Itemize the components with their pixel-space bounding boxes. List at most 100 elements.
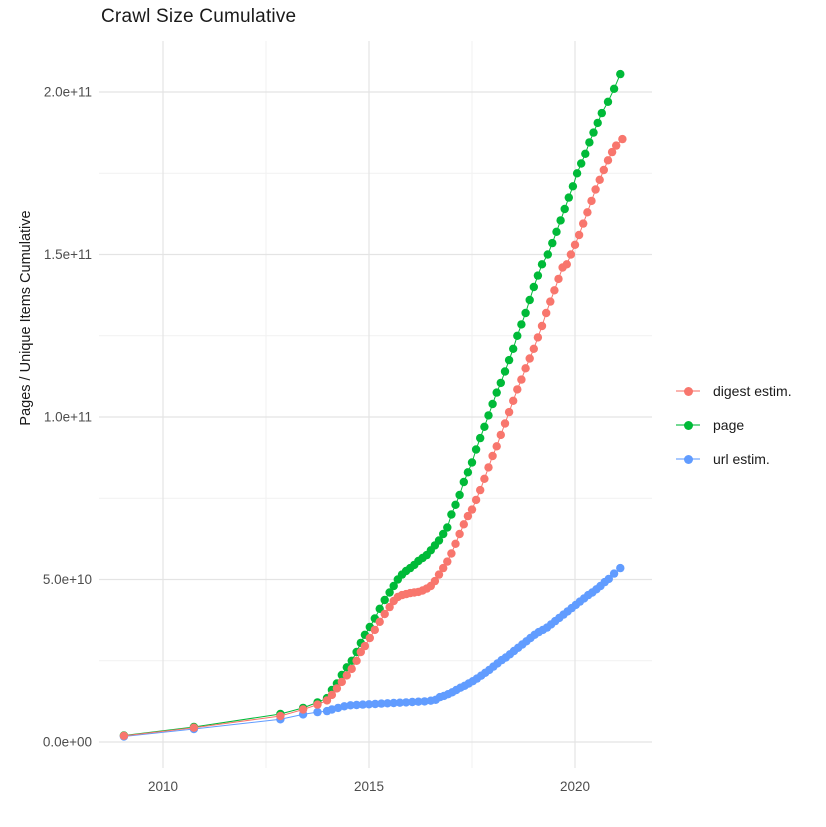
data-point-digest (500, 419, 510, 428)
data-point-digest (380, 609, 389, 619)
data-point-page (603, 97, 613, 107)
legend-label-url: url estim. (713, 451, 770, 467)
data-point-digest (488, 451, 497, 461)
data-point-page (537, 260, 547, 269)
legend-item-page: page (676, 415, 792, 435)
data-point-digest (467, 505, 477, 514)
data-point-digest (119, 731, 129, 740)
data-point-digest (618, 134, 627, 144)
data-point-digest (459, 520, 468, 529)
legend-key-dot (684, 455, 693, 464)
data-point-digest (370, 625, 379, 635)
data-point-digest (327, 690, 337, 700)
data-point-page (492, 388, 501, 397)
data-point-digest (447, 549, 456, 558)
legend: digest estim. page url estim. (676, 381, 792, 469)
data-point-digest (542, 308, 551, 318)
data-point-url (346, 701, 355, 710)
data-point-page (385, 588, 394, 597)
data-point-page (533, 271, 543, 280)
data-point-page (451, 500, 460, 509)
data-point-digest (607, 147, 617, 157)
data-point-page (543, 250, 552, 259)
data-point-digest (455, 529, 464, 539)
data-point-page (529, 282, 538, 292)
data-point-url (401, 698, 411, 707)
x-tick-label: 2020 (560, 779, 590, 794)
data-point-digest (476, 485, 485, 495)
data-point-digest (591, 185, 600, 194)
data-point-url (408, 697, 417, 707)
legend-item-digest: digest estim. (676, 381, 792, 401)
data-point-digest (513, 385, 522, 394)
data-point-digest (480, 474, 489, 483)
y-axis-tick-labels: 0.0e+00 5.0e+10 1.0e+11 1.5e+11 2.0e+11 (43, 85, 92, 750)
data-point-page (447, 510, 456, 519)
data-point-page (593, 118, 602, 128)
grid-minor (99, 41, 652, 768)
series-url (119, 563, 625, 741)
data-point-page (443, 523, 452, 532)
data-point-digest (599, 165, 608, 175)
x-axis-tick-labels: 2010 2015 2020 (148, 779, 590, 794)
data-point-page (380, 595, 389, 605)
x-tick-label: 2010 (148, 779, 178, 794)
data-point-page (434, 536, 444, 545)
data-point-page (564, 193, 573, 202)
data-point-digest (504, 407, 514, 417)
data-point-digest (443, 557, 452, 566)
data-point-digest (529, 344, 538, 353)
data-point-digest (471, 495, 481, 505)
data-point-digest (492, 442, 501, 451)
data-point-digest (533, 333, 543, 342)
grid-major (99, 41, 652, 768)
data-point-page (471, 445, 481, 454)
legend-item-url: url estim. (676, 449, 792, 469)
data-point-digest (322, 696, 332, 705)
data-point-page (459, 477, 468, 487)
data-point-digest (583, 208, 592, 217)
data-point-page (496, 378, 505, 388)
data-point-digest (554, 274, 563, 284)
data-point-digest (521, 364, 530, 373)
data-point-digest (579, 219, 588, 228)
data-point-page (609, 84, 619, 94)
data-point-url (414, 697, 423, 706)
data-point-page (572, 169, 582, 178)
data-point-page (484, 411, 493, 420)
data-point-digest (574, 230, 584, 240)
data-point-page (455, 490, 464, 500)
data-point-page (463, 468, 473, 477)
data-point-page (616, 69, 625, 79)
data-point-page (597, 108, 606, 118)
data-point-url (371, 699, 380, 709)
data-point-url (609, 569, 619, 578)
y-tick-label: 5.0e+10 (43, 572, 92, 587)
data-point-digest (332, 684, 342, 693)
legend-key-dot (684, 421, 693, 430)
data-point-page (439, 529, 448, 539)
data-point-digest (537, 321, 547, 331)
data-point-digest (463, 511, 473, 521)
data-point-digest (439, 563, 448, 573)
data-point-digest (360, 641, 370, 651)
data-point-page (585, 138, 594, 147)
legend-label-page: page (713, 417, 745, 433)
data-point-page (504, 355, 514, 365)
data-point-digest (365, 633, 374, 643)
data-point-url (377, 699, 386, 708)
data-point-digest (587, 196, 596, 206)
data-point-page (548, 238, 557, 248)
data-point-digest (509, 396, 518, 405)
legend-key-dot (684, 387, 693, 396)
data-point-page (500, 367, 510, 376)
data-point-digest (430, 576, 440, 586)
chart-title: Crawl Size Cumulative (101, 6, 297, 27)
data-point-digest (298, 705, 308, 714)
data-point-page (476, 433, 485, 443)
data-point-page (577, 159, 586, 168)
data-point-page (581, 149, 590, 158)
data-point-digest (603, 156, 613, 165)
